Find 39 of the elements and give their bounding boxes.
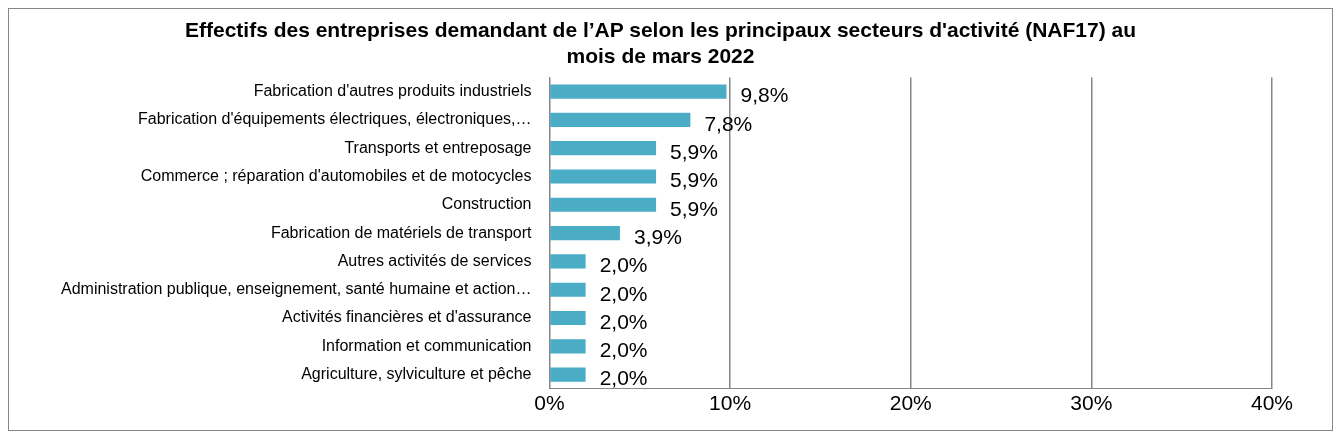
x-tick-label: 10% [709, 391, 752, 415]
data-label: 2,0% [599, 309, 648, 333]
bar [550, 282, 586, 297]
x-tick-label: 40% [1250, 391, 1294, 415]
data-label: 9,8% [740, 83, 789, 107]
chart-title: Effectifs des entreprises demandant de l’AP selon les principaux secteurs d'activité (NAF17) au mois de mars 2022 [184, 18, 1137, 67]
data-label: 2,0% [599, 253, 648, 277]
data-label: 5,9% [670, 168, 718, 192]
bar [550, 197, 657, 212]
y-tick-label: Fabrication d'équipements électriques, électroniques,… [138, 110, 532, 128]
data-label: 3,9% [633, 224, 682, 248]
data-label: 7,8% [704, 111, 753, 135]
x-tick-label: 0% [534, 391, 565, 415]
x-tick-label: 30% [1070, 391, 1113, 415]
bar [550, 84, 727, 99]
x-tick-label: 20% [889, 391, 932, 415]
bar [550, 339, 586, 354]
y-tick-label: Agriculture, sylviculture et pêche [301, 365, 532, 383]
bar [550, 169, 657, 184]
y-tick-label: Administration publique, enseignement, santé humaine et action… [60, 280, 532, 298]
bar [550, 310, 586, 326]
y-tick-label: Transports et entreposage [344, 138, 532, 156]
data-label: 2,0% [599, 338, 648, 362]
y-tick-label: Fabrication d'autres produits industriels [253, 81, 532, 99]
y-tick-label: Activités financières et d'assurance [282, 308, 532, 326]
data-label: 5,9% [670, 196, 718, 220]
y-tick-label: Fabrication de matériels de transport [270, 223, 533, 241]
bar [550, 226, 620, 241]
data-label: 2,0% [599, 366, 648, 390]
bar [550, 141, 657, 156]
data-label: 5,9% [670, 139, 718, 163]
y-tick-label: Commerce ; réparation d'automobiles et de motocycles [140, 166, 532, 184]
y-tick-label: Autres activités de services [337, 251, 532, 269]
y-tick-label: Construction [441, 195, 532, 213]
bar [550, 254, 586, 269]
bar [550, 112, 691, 127]
bar [550, 367, 586, 382]
y-tick-label: Information et communication [321, 336, 532, 354]
data-label: 2,0% [599, 281, 648, 305]
